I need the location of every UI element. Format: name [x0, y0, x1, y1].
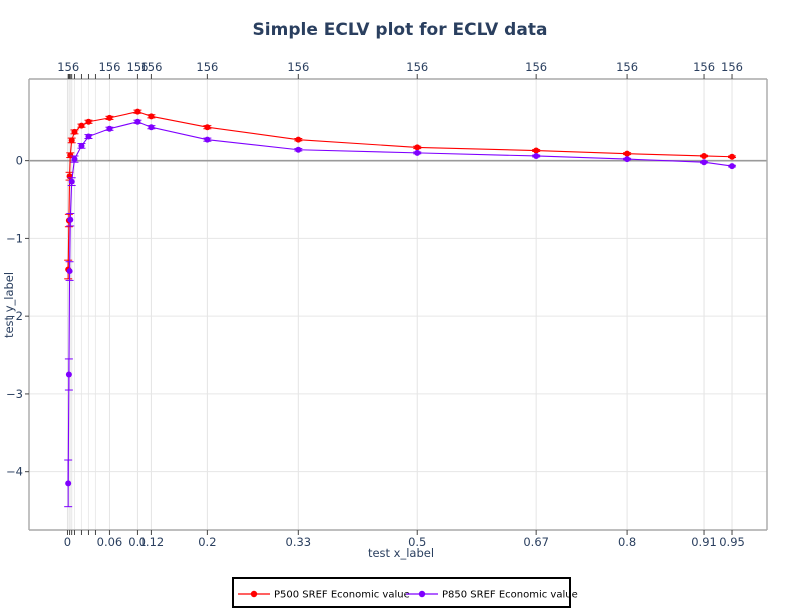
data-point[interactable]	[701, 159, 708, 166]
data-point[interactable]	[134, 108, 141, 115]
data-point[interactable]	[624, 156, 631, 163]
data-point[interactable]	[106, 114, 113, 121]
x-tick-label: 0.91	[691, 535, 717, 549]
data-point[interactable]	[65, 480, 72, 487]
top-tick-label: 156	[616, 60, 638, 74]
top-tick-label: 156	[196, 60, 218, 74]
x-tick-label: 0.06	[97, 535, 123, 549]
legend-item-p500[interactable]: P500 SREF Economic value	[238, 590, 410, 601]
data-point[interactable]	[68, 137, 75, 144]
legend-box	[232, 577, 571, 608]
data-point[interactable]	[106, 125, 113, 132]
data-point[interactable]	[533, 152, 540, 159]
data-point[interactable]	[85, 118, 92, 125]
data-point[interactable]	[68, 178, 75, 185]
data-point[interactable]	[67, 216, 74, 223]
top-tick-label: 156	[525, 60, 547, 74]
x-axis-title: test x_label	[368, 546, 434, 560]
legend-label-p850: P850 SREF Economic value	[442, 590, 578, 601]
data-point[interactable]	[71, 128, 78, 135]
data-point[interactable]	[729, 163, 736, 170]
legend-label-p500: P500 SREF Economic value	[274, 590, 410, 601]
top-tick-label: 156	[287, 60, 309, 74]
x-tick-label: 0.2	[198, 535, 216, 549]
y-tick-label: −2	[6, 309, 23, 323]
x-tick-label: 0.95	[719, 535, 745, 549]
x-tick-label: 0.5	[408, 535, 426, 549]
data-point[interactable]	[78, 122, 85, 129]
legend-item-p850[interactable]: P850 SREF Economic value	[406, 590, 578, 601]
data-point[interactable]	[71, 156, 78, 163]
x-tick-label: 0.33	[286, 535, 312, 549]
series-p500	[64, 108, 737, 280]
data-point[interactable]	[67, 152, 74, 159]
top-tick-label: 156	[57, 60, 79, 74]
top-tick-label: 156	[126, 60, 148, 74]
data-point[interactable]	[78, 142, 85, 149]
data-point[interactable]	[134, 118, 141, 125]
data-point[interactable]	[295, 146, 302, 153]
legend: P500 SREF Economic value P850 SREF Econo…	[232, 577, 578, 608]
x-tick-label: 0.67	[523, 535, 549, 549]
top-tick-label: 156	[98, 60, 120, 74]
top-tick-label: 156	[693, 60, 715, 74]
series-layer	[64, 108, 737, 508]
data-point[interactable]	[701, 152, 708, 159]
data-point[interactable]	[204, 136, 211, 143]
legend-marker-p850	[418, 590, 426, 598]
data-point[interactable]	[624, 150, 631, 157]
y-tick-label: −4	[6, 465, 23, 479]
data-point[interactable]	[148, 113, 155, 120]
x-tick-label: 0.8	[618, 535, 636, 549]
top-tick-label: 156	[140, 60, 162, 74]
data-point[interactable]	[65, 371, 72, 378]
data-point[interactable]	[729, 153, 736, 160]
data-point[interactable]	[204, 124, 211, 131]
y-tick-label: 0	[16, 154, 23, 168]
data-point[interactable]	[414, 144, 421, 151]
data-point[interactable]	[533, 147, 540, 154]
x-tick-label: 0	[64, 535, 71, 549]
data-point[interactable]	[295, 136, 302, 143]
series-line	[67, 121, 733, 484]
series-p850	[64, 118, 737, 508]
data-point[interactable]	[66, 268, 73, 275]
axis-layer: 0 0.06 0.10.12 0.2 0.33 0.5 0.67 0.8 0.91 0.95 156…	[6, 60, 768, 549]
data-point[interactable]	[414, 149, 421, 156]
chart-title: Simple ECLV plot for ECLV data	[253, 20, 548, 40]
y-axis-title: test y_label	[2, 272, 16, 338]
data-point[interactable]	[148, 124, 155, 131]
x-tick-label: 0.12	[139, 535, 165, 549]
series-line	[67, 111, 733, 270]
legend-marker-p500	[250, 590, 258, 598]
data-point[interactable]	[85, 133, 92, 140]
top-tick-label: 156	[406, 60, 428, 74]
x-tick-label: 0.1	[128, 535, 146, 549]
y-tick-label: −3	[6, 387, 23, 401]
y-tick-label: −1	[6, 231, 23, 245]
top-tick-label: 156	[721, 60, 743, 74]
